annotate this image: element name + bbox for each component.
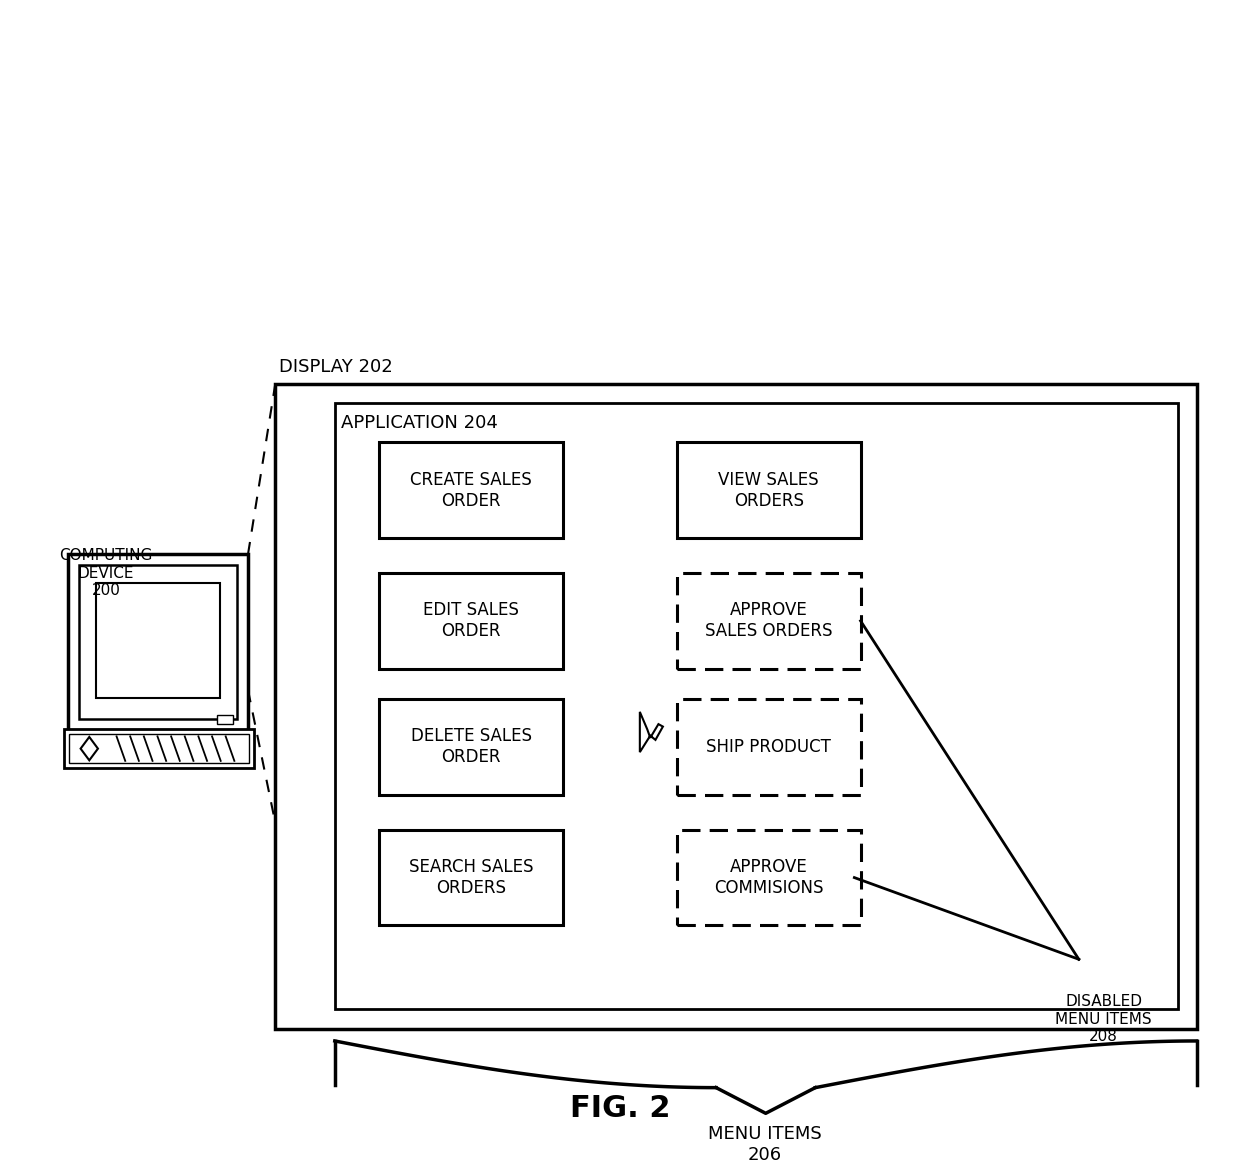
Bar xyxy=(379,830,563,925)
Text: SEARCH SALES
ORDERS: SEARCH SALES ORDERS xyxy=(409,858,533,897)
Text: DELETE SALES
ORDER: DELETE SALES ORDER xyxy=(410,727,532,767)
Bar xyxy=(97,584,219,698)
Bar xyxy=(69,734,249,763)
Text: VIEW SALES
ORDERS: VIEW SALES ORDERS xyxy=(718,470,820,510)
Bar xyxy=(217,715,233,724)
Text: COMPUTING
DEVICE
200: COMPUTING DEVICE 200 xyxy=(60,548,153,599)
Bar xyxy=(379,699,563,795)
Bar xyxy=(379,573,563,669)
Bar xyxy=(68,554,248,735)
Text: MENU ITEMS
206: MENU ITEMS 206 xyxy=(708,1125,822,1163)
Bar xyxy=(64,729,254,768)
Text: CREATE SALES
ORDER: CREATE SALES ORDER xyxy=(410,470,532,510)
Text: EDIT SALES
ORDER: EDIT SALES ORDER xyxy=(423,601,520,641)
Bar xyxy=(677,699,861,795)
Text: DISPLAY 202: DISPLAY 202 xyxy=(279,358,393,376)
Text: DISABLED
MENU ITEMS
208: DISABLED MENU ITEMS 208 xyxy=(1055,994,1152,1044)
Polygon shape xyxy=(139,735,177,753)
Text: APPROVE
SALES ORDERS: APPROVE SALES ORDERS xyxy=(706,601,832,641)
Bar xyxy=(275,384,1197,1029)
Bar xyxy=(335,403,1178,1009)
Bar xyxy=(677,573,861,669)
Text: FIG. 2: FIG. 2 xyxy=(569,1095,671,1123)
Bar xyxy=(677,830,861,925)
Bar xyxy=(79,565,237,719)
Polygon shape xyxy=(640,712,663,753)
Bar xyxy=(379,442,563,538)
Text: APPROVE
COMMISIONS: APPROVE COMMISIONS xyxy=(714,858,823,897)
Text: SHIP PRODUCT: SHIP PRODUCT xyxy=(707,738,831,756)
Text: APPLICATION 204: APPLICATION 204 xyxy=(341,414,498,432)
Bar xyxy=(677,442,861,538)
Polygon shape xyxy=(81,738,98,761)
